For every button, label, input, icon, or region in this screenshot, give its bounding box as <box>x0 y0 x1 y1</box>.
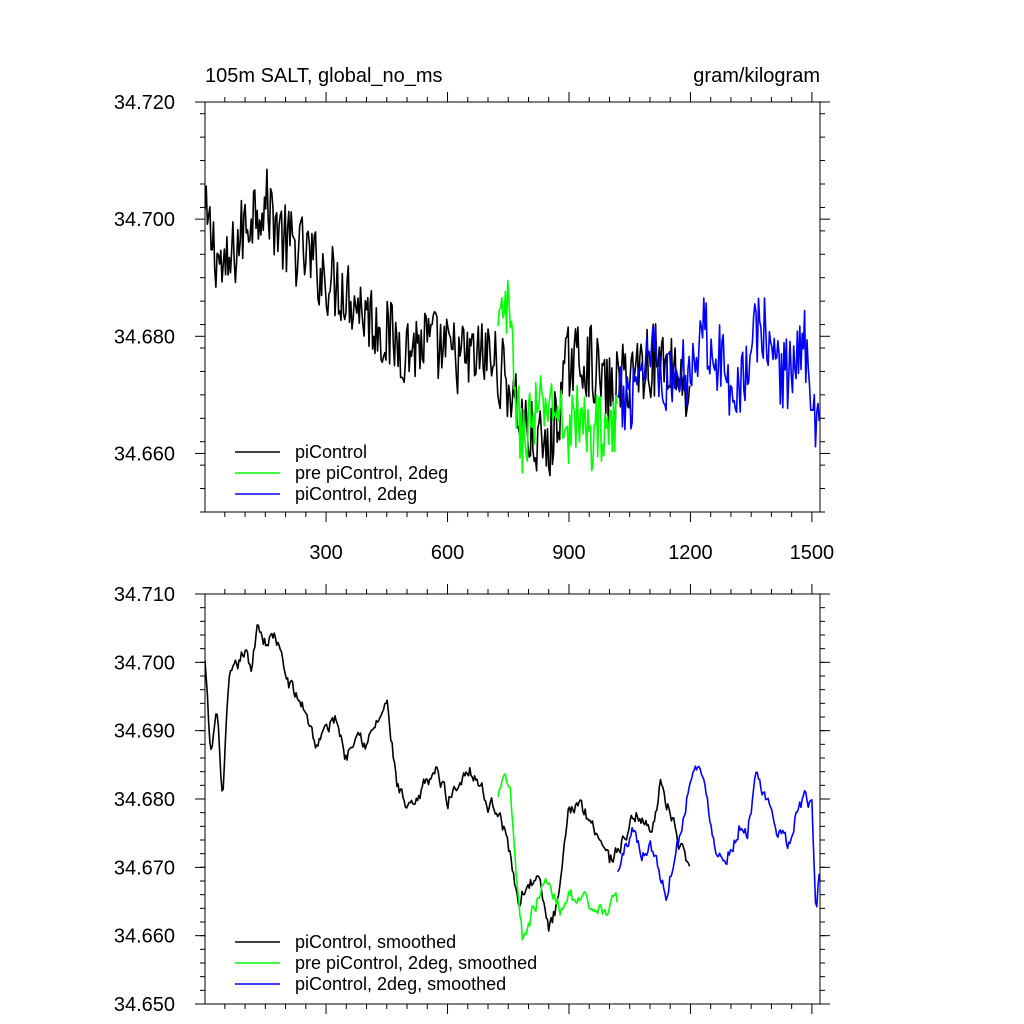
y-tick-label: 34.700 <box>114 209 175 231</box>
y-tick-label: 34.720 <box>114 92 175 114</box>
legend-label: piControl, 2deg <box>295 484 417 504</box>
x-tick-label: 1200 <box>668 542 713 564</box>
y-tick-label: 34.660 <box>114 926 175 948</box>
series-line-1 <box>205 168 691 477</box>
legend-label: piControl, 2deg, smoothed <box>295 974 506 994</box>
series-line-3 <box>616 297 820 448</box>
legend-label: pre piControl, 2deg, smoothed <box>295 953 537 973</box>
legend-label: piControl <box>295 442 367 462</box>
series-line-2 <box>497 279 618 474</box>
y-tick-label: 34.650 <box>114 994 175 1016</box>
chart-title-left: 105m SALT, global_no_ms <box>205 65 443 87</box>
x-tick-label: 900 <box>552 542 585 564</box>
y-tick-label: 34.680 <box>114 326 175 348</box>
series-line-2 <box>497 773 618 941</box>
series-group <box>205 168 820 477</box>
legend-label: piControl, smoothed <box>295 932 456 952</box>
y-tick-label: 34.680 <box>114 789 175 811</box>
chart-title-right: gram/kilogram <box>693 65 820 87</box>
series-group <box>205 624 820 941</box>
y-tick-label: 34.660 <box>114 443 175 465</box>
plot-frame <box>204 101 821 513</box>
x-tick-label: 1500 <box>790 542 835 564</box>
y-tick-label: 34.710 <box>114 584 175 606</box>
x-tick-label: 600 <box>431 542 464 564</box>
y-tick-label: 34.690 <box>114 721 175 743</box>
plot-panel-1: 300 600 900 1200 1500 34.660 34.680 34.700 34.72… <box>114 65 834 564</box>
legend-label: pre piControl, 2deg <box>295 463 448 483</box>
plot-panel-2: 34.650 34.660 34.670 34.680 34.690 34.700 34.7… <box>114 584 830 1016</box>
y-tick-label: 34.670 <box>114 857 175 879</box>
x-tick-label: 300 <box>309 542 342 564</box>
series-line-3 <box>616 765 820 908</box>
y-tick-label: 34.700 <box>114 652 175 674</box>
series-line-1 <box>205 624 691 932</box>
